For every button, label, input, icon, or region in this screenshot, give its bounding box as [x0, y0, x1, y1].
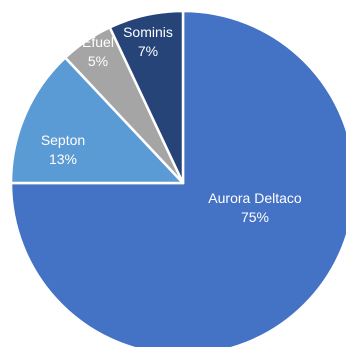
slice-value-aurora-deltaco: 75%: [241, 209, 269, 225]
pie-slice-aurora-deltaco: [9, 9, 346, 347]
pie-slice-sominis: [108, 9, 185, 185]
pie-slice-septon: [9, 56, 185, 185]
slice-label-aurora-deltaco: Aurora Deltaco: [208, 190, 302, 206]
pie-slices: [9, 9, 346, 347]
slice-label-septon: Septon: [41, 132, 85, 148]
slice-value-sominis: 7%: [138, 43, 158, 59]
pie-labels: Aurora Deltaco 75% Septon 13% Efuel 5% Sominis…: [41, 24, 302, 225]
slice-value-septon: 13%: [49, 151, 77, 167]
slice-label-sominis: Sominis: [123, 24, 173, 40]
slice-value-efuel: 5%: [88, 53, 108, 69]
slice-label-efuel: Efuel: [82, 34, 114, 50]
